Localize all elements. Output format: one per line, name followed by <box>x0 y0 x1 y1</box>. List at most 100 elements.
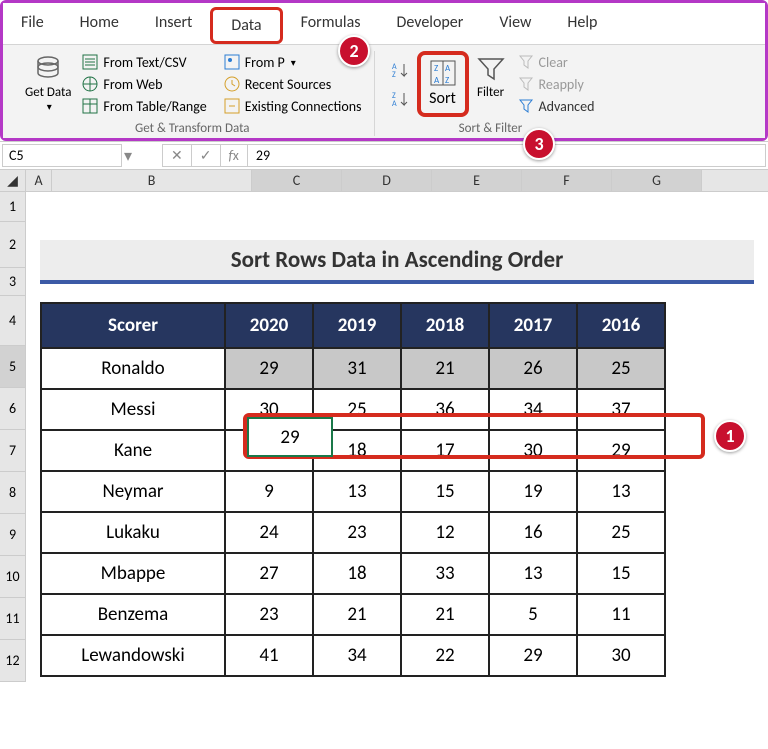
recent-icon <box>223 75 241 93</box>
row-header[interactable]: 2 <box>0 222 26 268</box>
table-header-row: Scorer 2020 2019 2018 2017 2016 <box>41 303 665 348</box>
chevron-down-icon: ▾ <box>291 56 296 69</box>
chevron-down-icon[interactable]: ▾ <box>124 146 132 166</box>
table-row[interactable]: Lukaku2423121625 <box>41 512 665 553</box>
step-badge-2: 2 <box>338 35 370 67</box>
table-row[interactable]: Ronaldo2931212625 <box>41 348 665 389</box>
cells-area[interactable]: Sort Rows Data in Ascending Order Scorer… <box>26 192 768 682</box>
sort-dialog-icon: ZAAZ <box>427 57 459 89</box>
group-get-transform: Get Data▾ From Text/CSV From Web From Ta… <box>11 51 375 136</box>
svg-text:A: A <box>445 63 451 74</box>
from-web-button[interactable]: From Web <box>77 73 210 95</box>
filter-icon <box>475 53 507 85</box>
cancel-formula-icon[interactable]: ✕ <box>163 145 192 166</box>
connections-icon <box>223 97 241 115</box>
fx-icon[interactable]: fx <box>221 145 248 166</box>
svg-text:Z: Z <box>392 70 396 79</box>
picture-icon <box>223 53 241 71</box>
column-headers: ◢ A B C D E F G <box>0 170 768 192</box>
header-cell[interactable]: 2020 <box>225 303 313 348</box>
recent-sources-button[interactable]: Recent Sources <box>219 73 366 95</box>
row-header[interactable]: 4 <box>0 296 26 346</box>
col-header[interactable]: F <box>522 170 612 191</box>
table-row[interactable]: Lewandowski4134222930 <box>41 635 665 676</box>
formula-value[interactable]: 29 <box>248 145 278 166</box>
svg-text:Z: Z <box>445 75 449 86</box>
filter-label: Filter <box>477 85 504 100</box>
sort-button[interactable]: ZAAZ Sort <box>417 51 469 117</box>
row-header[interactable]: 5 <box>0 346 26 388</box>
step-badge-3: 3 <box>523 128 555 160</box>
ribbon-area: File Home Insert Data Formulas Developer… <box>0 0 768 141</box>
tab-help[interactable]: Help <box>549 7 615 44</box>
row-header[interactable]: 1 <box>0 192 26 222</box>
select-all-corner[interactable]: ◢ <box>0 170 26 191</box>
step-badge-1: 1 <box>714 420 746 452</box>
header-cell[interactable]: Scorer <box>41 303 225 348</box>
database-icon <box>32 53 64 85</box>
table-row[interactable]: Mbappe2718331315 <box>41 553 665 594</box>
svg-text:A: A <box>434 75 440 86</box>
chevron-down-icon: ▾ <box>47 100 52 113</box>
get-data-button[interactable]: Get Data▾ <box>19 51 77 117</box>
web-icon <box>81 75 99 93</box>
col-header[interactable]: B <box>52 170 252 191</box>
row-header[interactable]: 11 <box>0 598 26 640</box>
sort-label: Sort <box>429 89 456 108</box>
existing-conn-button[interactable]: Existing Connections <box>219 95 366 117</box>
col-header[interactable]: A <box>26 170 52 191</box>
reapply-button[interactable]: Reapply <box>513 73 599 95</box>
header-cell[interactable]: 2018 <box>401 303 489 348</box>
row-header[interactable]: 6 <box>0 388 26 430</box>
sort-asc-icon: AZ <box>391 61 409 79</box>
name-box[interactable]: C5 <box>2 144 122 167</box>
table-row[interactable]: Messi3025363437 <box>41 389 665 430</box>
svg-text:Z: Z <box>434 63 438 74</box>
sort-desc-icon: ZA <box>391 90 409 108</box>
group-sort-filter: AZ ZA ZAAZ Sort Filter Clear Reapply Adv… <box>375 51 607 136</box>
csv-icon <box>81 53 99 71</box>
tab-insert[interactable]: Insert <box>137 7 211 44</box>
tab-data[interactable]: Data <box>210 7 282 44</box>
tab-strip: File Home Insert Data Formulas Developer… <box>3 3 765 44</box>
row-header[interactable]: 12 <box>0 640 26 682</box>
header-cell[interactable]: 2016 <box>577 303 665 348</box>
col-header[interactable]: E <box>432 170 522 191</box>
row-header[interactable]: 8 <box>0 472 26 514</box>
advanced-icon <box>517 97 535 115</box>
data-table: Scorer 2020 2019 2018 2017 2016 Ronaldo2… <box>40 302 666 677</box>
row-header[interactable]: 3 <box>0 268 26 296</box>
worksheet: ◢ A B C D E F G 1 2 3 4 5 6 7 8 9 10 11 … <box>0 170 768 682</box>
clear-icon <box>517 53 535 71</box>
header-cell[interactable]: 2019 <box>313 303 401 348</box>
table-icon <box>81 97 99 115</box>
row-header[interactable]: 9 <box>0 514 26 556</box>
group-label-get: Get & Transform Data <box>19 117 366 136</box>
row-header[interactable]: 7 <box>0 430 26 472</box>
table-row[interactable]: Benzema232121511 <box>41 594 665 635</box>
from-csv-button[interactable]: From Text/CSV <box>77 51 210 73</box>
col-header[interactable]: G <box>612 170 702 191</box>
accept-formula-icon[interactable]: ✓ <box>192 145 221 166</box>
col-header[interactable]: D <box>342 170 432 191</box>
ribbon-toolbar: Get Data▾ From Text/CSV From Web From Ta… <box>3 44 765 138</box>
clear-button[interactable]: Clear <box>513 51 599 73</box>
sort-asc-button[interactable]: AZ <box>387 59 413 81</box>
advanced-button[interactable]: Advanced <box>513 95 599 117</box>
filter-button[interactable]: Filter <box>469 51 513 117</box>
from-table-button[interactable]: From Table/Range <box>77 95 210 117</box>
table-row[interactable]: Neymar913151913 <box>41 471 665 512</box>
sort-desc-button[interactable]: ZA <box>387 88 413 110</box>
col-header[interactable]: C <box>252 170 342 191</box>
header-cell[interactable]: 2017 <box>489 303 577 348</box>
tab-view[interactable]: View <box>481 7 549 44</box>
tab-home[interactable]: Home <box>62 7 137 44</box>
formula-bar: C5 ▾ ✕ ✓ fx 29 <box>0 141 768 170</box>
row-header[interactable]: 10 <box>0 556 26 598</box>
table-row[interactable]: Kane2318173029 <box>41 430 665 471</box>
tab-developer[interactable]: Developer <box>379 7 482 44</box>
tab-file[interactable]: File <box>3 7 62 44</box>
row-headers: 1 2 3 4 5 6 7 8 9 10 11 12 <box>0 192 26 682</box>
svg-text:A: A <box>392 99 397 108</box>
reapply-icon <box>517 75 535 93</box>
